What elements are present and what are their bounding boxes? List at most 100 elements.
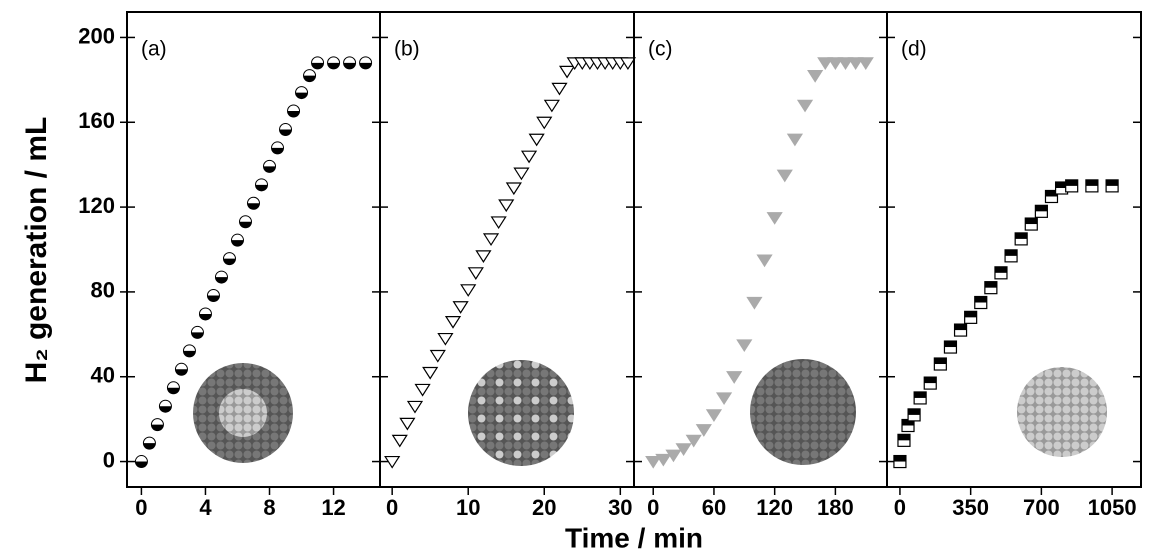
marker-half bbox=[908, 408, 921, 415]
marker-body bbox=[414, 383, 431, 397]
point bbox=[817, 57, 834, 71]
point bbox=[536, 116, 553, 130]
point bbox=[964, 310, 978, 324]
point bbox=[482, 233, 500, 247]
point bbox=[551, 82, 568, 96]
point bbox=[295, 86, 309, 100]
marker-body bbox=[847, 57, 864, 71]
point bbox=[263, 159, 277, 173]
point bbox=[619, 57, 637, 71]
marker-half bbox=[135, 461, 148, 468]
x-tick-label: 0 bbox=[135, 495, 147, 520]
marker-body bbox=[857, 57, 874, 71]
marker-half bbox=[159, 406, 172, 413]
marker-half bbox=[994, 266, 1007, 273]
y-tick-label: 160 bbox=[78, 108, 115, 133]
point bbox=[134, 455, 148, 469]
marker-body bbox=[817, 57, 834, 71]
point bbox=[279, 122, 293, 136]
point bbox=[746, 296, 763, 310]
marker-half bbox=[287, 111, 300, 118]
marker-body bbox=[726, 371, 743, 384]
marker-half bbox=[311, 62, 324, 69]
marker-half bbox=[1065, 179, 1078, 186]
point bbox=[158, 399, 172, 413]
marker-body bbox=[655, 453, 672, 467]
marker-half bbox=[1015, 232, 1028, 239]
point bbox=[429, 349, 446, 363]
marker-half bbox=[964, 311, 977, 318]
marker-body bbox=[827, 57, 844, 71]
marker-half bbox=[183, 350, 196, 357]
marker-body bbox=[756, 254, 773, 268]
marker-half bbox=[151, 424, 164, 431]
marker-body bbox=[736, 339, 753, 353]
marker-half bbox=[167, 387, 180, 394]
x-tick-label: 1050 bbox=[1088, 495, 1137, 520]
point bbox=[1014, 232, 1028, 246]
point bbox=[675, 443, 692, 456]
x-tick-label: 60 bbox=[702, 495, 726, 520]
point bbox=[1004, 249, 1018, 263]
point bbox=[490, 216, 507, 230]
point bbox=[384, 455, 401, 469]
point bbox=[974, 295, 988, 310]
marker-body bbox=[715, 392, 733, 406]
x-tick-label: 30 bbox=[608, 495, 632, 520]
marker-body bbox=[505, 182, 522, 196]
marker-body bbox=[513, 167, 530, 181]
marker-half bbox=[924, 377, 937, 384]
point bbox=[222, 252, 236, 266]
point bbox=[893, 454, 907, 469]
y-tick-label: 40 bbox=[91, 363, 115, 388]
marker-body bbox=[695, 424, 712, 437]
marker-body bbox=[796, 99, 814, 113]
marker-body bbox=[776, 169, 793, 183]
point bbox=[174, 362, 188, 376]
y-tick-label: 0 bbox=[103, 447, 115, 472]
marker-body bbox=[746, 296, 763, 310]
point bbox=[444, 315, 462, 329]
point bbox=[857, 57, 874, 71]
point bbox=[558, 65, 576, 79]
point bbox=[247, 196, 260, 210]
point bbox=[923, 376, 937, 390]
point bbox=[543, 99, 560, 113]
marker-half bbox=[215, 277, 228, 284]
marker-half bbox=[944, 341, 957, 348]
x-tick-label: 10 bbox=[456, 495, 480, 520]
point bbox=[1085, 179, 1099, 193]
marker-half bbox=[223, 258, 236, 265]
marker-half bbox=[263, 166, 276, 173]
marker-body bbox=[675, 443, 692, 456]
marker-body bbox=[807, 70, 824, 83]
x-tick-label: 350 bbox=[952, 495, 989, 520]
point bbox=[406, 400, 424, 414]
marker-half bbox=[207, 295, 220, 302]
point bbox=[505, 182, 522, 196]
marker-half bbox=[897, 434, 910, 441]
point bbox=[422, 366, 439, 380]
marker-body bbox=[786, 133, 804, 147]
panel-label: (c) bbox=[648, 38, 673, 61]
marker-body bbox=[766, 212, 783, 225]
point bbox=[933, 357, 947, 371]
marker-body bbox=[536, 116, 553, 130]
y-tick-label: 200 bbox=[78, 23, 115, 48]
marker-body bbox=[391, 434, 408, 448]
marker-half bbox=[359, 62, 372, 69]
point bbox=[460, 284, 477, 297]
marker-body bbox=[467, 267, 484, 280]
marker-half bbox=[295, 92, 308, 99]
marker-half bbox=[191, 332, 204, 339]
y-axis-label: H₂ generation / mL bbox=[20, 117, 53, 384]
point bbox=[520, 150, 538, 164]
point bbox=[705, 409, 723, 423]
point bbox=[391, 434, 408, 448]
point bbox=[953, 323, 968, 337]
point bbox=[190, 325, 204, 339]
marker-body bbox=[460, 284, 477, 297]
marker-half bbox=[1045, 190, 1058, 197]
marker-body bbox=[452, 301, 469, 314]
